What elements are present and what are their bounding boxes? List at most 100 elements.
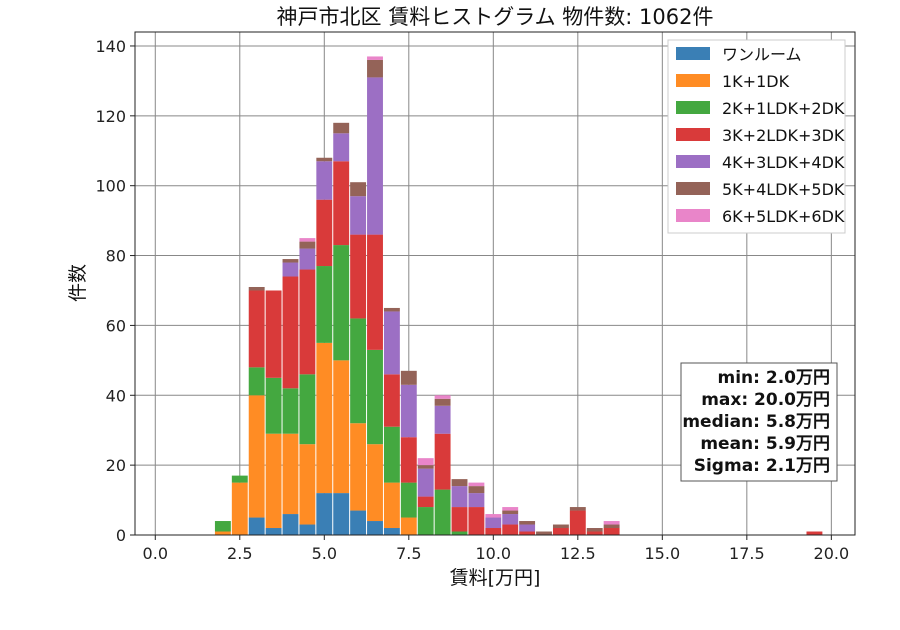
bar-segment-s3-b6 [316,199,333,267]
x-tick-label: 0.0 [143,544,168,563]
bar-segment-s1-b1 [231,482,248,535]
bar-segment-s5-b15 [468,486,485,494]
bar-segment-s6-b15 [468,482,485,487]
legend-swatch-2 [676,101,710,114]
legend-label-1: 1K+1DK [722,72,790,91]
bar-segment-s2-b4 [282,388,299,434]
bar-segment-s4-b10 [383,311,400,375]
bar-segment-s6-b5 [299,238,316,242]
bar-segment-s5-b6 [316,157,333,162]
bar-segment-s2-b13 [434,489,451,535]
y-tick-label: 80 [106,247,126,266]
bar-segment-s2-b9 [367,349,383,445]
bar-segment-s6-b13 [434,395,451,399]
bar-segment-s5-b4 [282,259,299,263]
bar-segment-s3-b2 [248,290,265,368]
stats-line-2: median: 5.8万円 [682,412,830,432]
bar-segment-s5-b17 [502,510,519,515]
bar-segment-s5-b10 [383,307,400,312]
bar-segment-s5-b21 [569,507,586,511]
legend-label-0: ワンルーム [722,45,802,64]
bar-segment-s0-b7 [333,493,350,535]
legend-swatch-1 [676,74,710,87]
bar-segment-s5-b8 [350,182,367,197]
bar-segment-s2-b12 [417,507,434,535]
bar-segment-s3-b17 [502,524,519,535]
bar-segment-s5-b9 [367,59,383,78]
x-axis-ticks: 0.0 2.5 5.0 7.5 10.0 12.5 15.0 17.5 20.0 [143,535,849,563]
y-tick-label: 100 [95,177,126,196]
bar-segment-s1-b2 [248,395,265,518]
legend: ワンルーム 1K+1DK 2K+1LDK+2DK 3K+2LDK+3DK 4K+3LDK… [667,39,846,234]
bar-segment-s0-b2 [248,517,265,535]
bar-segment-s3-b15 [468,507,485,535]
bar-segment-s2-b11 [400,482,417,518]
bar-segment-s5-b13 [434,398,451,406]
bar-segment-s3-b3 [265,290,282,378]
bar-segment-s5-b7 [333,122,350,134]
bar-segment-s4-b16 [485,517,502,529]
bar-segment-s4-b7 [333,133,350,162]
bar-segment-s2-b1 [231,475,248,483]
bar-segment-s5-b14 [451,479,468,487]
bar-segment-s3-b24 [806,531,823,535]
bar-segment-s1-b5 [299,444,316,525]
bar-segment-s5-b19 [536,531,552,535]
bar-segment-s3-b18 [519,531,536,535]
bar-segment-s3-b21 [569,510,586,535]
bar-segment-s1-b11 [400,517,417,535]
stats-frame [680,362,838,482]
plot-frame [134,31,856,536]
y-tick-label: 20 [106,456,126,475]
bar-segment-s3-b13 [434,433,451,490]
bar-segment-s2-b0 [214,521,231,532]
y-tick-label: 40 [106,386,126,405]
bar-segment-s4-b15 [468,493,485,508]
bar-segment-s5-b11 [400,370,417,385]
bar-segment-s3-b4 [282,276,299,389]
bar-segment-s3-b23 [603,528,620,535]
x-tick-label: 2.5 [227,544,252,563]
bar-segment-s3-b7 [333,161,350,246]
bar-segment-s2-b7 [333,245,350,361]
bar-segment-s5-b23 [603,524,620,529]
bar-segment-s1-b7 [333,360,350,494]
bar-segment-s4-b12 [417,468,434,497]
bar-segment-s3-b5 [299,269,316,375]
bar-segment-s4-b4 [282,262,299,277]
y-tick-label: 60 [106,316,126,335]
bar-segment-s3-b20 [552,528,569,535]
bar-segment-s5-b20 [552,524,569,529]
y-axis-ticks: 0 20 40 60 80 100 120 140 [95,37,135,545]
bar-segment-s6-b9 [367,56,383,60]
bar-segment-s3-b10 [383,374,400,427]
bar-segment-s0-b6 [316,493,333,535]
bar-segment-s5-b18 [519,521,536,525]
bar-segment-s3-b11 [400,437,417,483]
bar-segment-s1-b10 [383,482,400,529]
bar-segment-s3-b22 [586,531,603,535]
bar-segment-s4-b6 [316,161,333,200]
legend-label-4: 4K+3LDK+4DK [722,153,845,172]
bar-segment-s2-b14 [451,531,468,535]
bar-segment-s5-b5 [299,241,316,249]
chart-title: 神戸市北区 賃料ヒストグラム 物件数: 1062件 [277,5,714,29]
bar-segment-s4-b17 [502,514,519,525]
bar-segment-s1-b0 [214,531,231,535]
bar-segment-s5-b22 [586,528,603,532]
bar-segment-s4-b18 [519,524,536,532]
bar-segment-s6-b23 [603,521,620,525]
stats-line-1: max: 20.0万円 [701,390,830,410]
bar-segment-s1-b3 [265,433,282,529]
legend-swatch-4 [676,155,710,168]
bar-segment-s6-b17 [502,507,519,511]
bar-segment-s1-b9 [367,444,383,522]
bar-segment-s4-b5 [299,248,316,270]
legend-swatch-5 [676,182,710,195]
legend-label-2: 2K+1LDK+2DK [722,99,845,118]
bar-segment-s3-b14 [451,507,468,532]
bars [214,56,823,535]
bar-segment-s4-b11 [400,384,417,438]
bar-segment-s4-b9 [367,77,383,235]
